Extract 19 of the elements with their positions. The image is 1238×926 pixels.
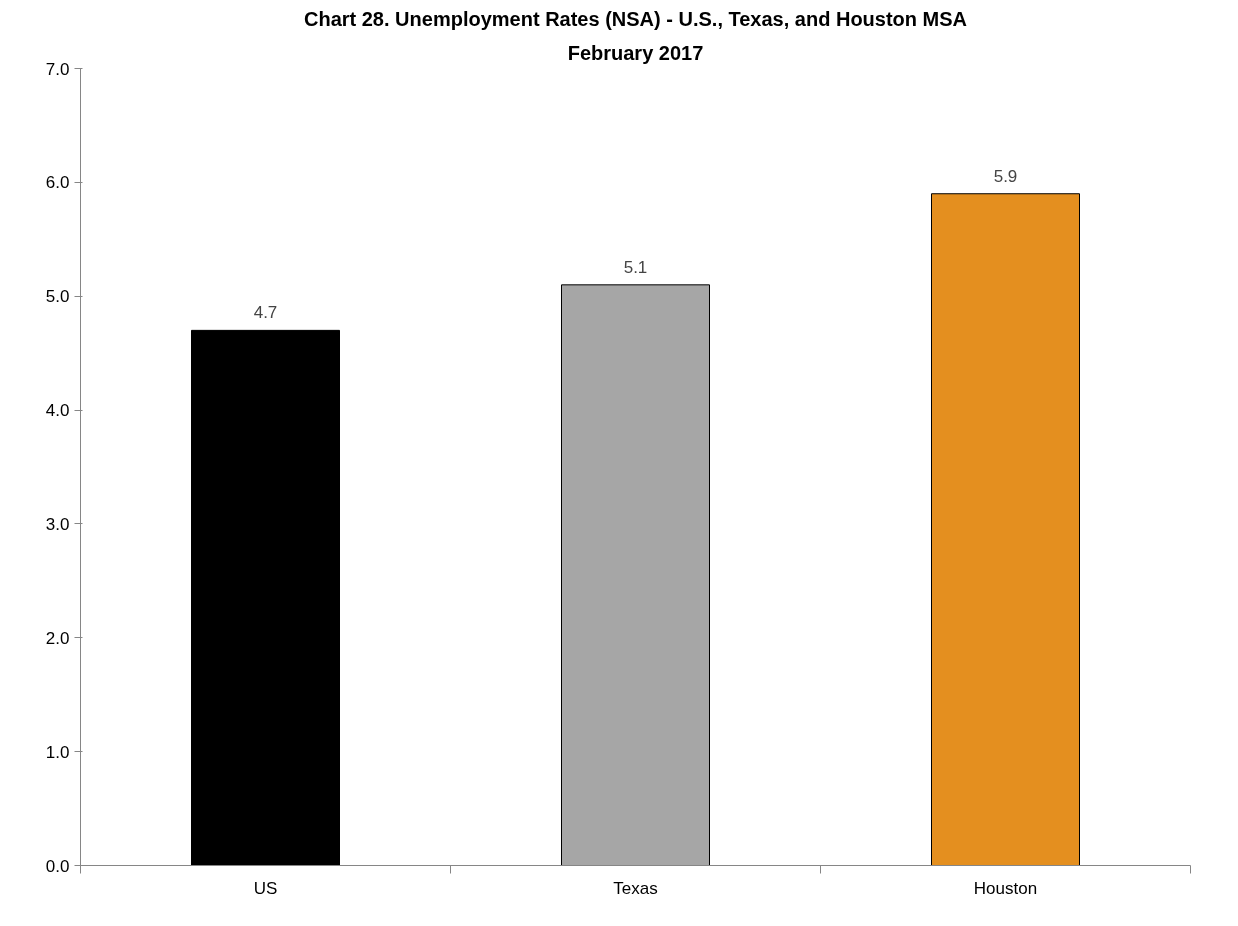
x-tick-label: Texas <box>613 878 658 898</box>
y-tick-label: 3.0 <box>45 514 70 534</box>
x-tick-label: Houston <box>973 878 1038 898</box>
y-tick-label: 7.0 <box>45 59 70 79</box>
chart-title: Chart 28. Unemployment Rates (NSA) - U.S., Texas, and Houston MSA <box>303 7 968 30</box>
y-tick-label: 1.0 <box>45 742 70 762</box>
y-tick-label: 4.0 <box>45 401 70 421</box>
y-tick-label: 5.0 <box>45 287 70 307</box>
bar <box>191 329 340 866</box>
chart-subtitle: February 2017 <box>567 41 704 64</box>
data-label: 4.7 <box>253 303 278 323</box>
data-label: 5.9 <box>993 166 1018 186</box>
bar <box>931 193 1080 866</box>
data-label: 5.1 <box>623 257 648 277</box>
y-tick-label: 2.0 <box>45 628 70 648</box>
y-tick-label: 6.0 <box>45 173 70 193</box>
y-tick-label: 0.0 <box>45 856 70 876</box>
x-tick-label: US <box>253 878 278 898</box>
bar <box>561 284 710 866</box>
